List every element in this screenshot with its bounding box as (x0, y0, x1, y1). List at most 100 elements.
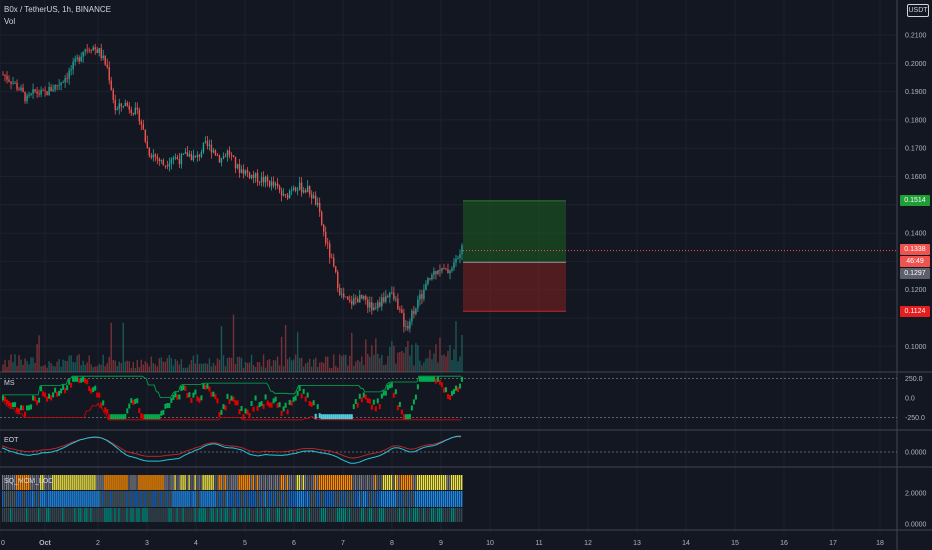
ms-momentum-mark (348, 414, 351, 420)
candle-body (375, 307, 377, 309)
sq-bottom-bar (188, 508, 190, 522)
sq-mid-bar (246, 491, 248, 507)
sq-mid-bar (256, 491, 258, 507)
candle-body (150, 155, 153, 158)
volume-bar (246, 363, 249, 372)
ms-momentum-mark (268, 402, 271, 408)
ms-momentum-mark (256, 405, 259, 411)
sq-bottom-bar (330, 508, 333, 522)
sq-top-bar (406, 475, 409, 490)
ms-momentum-mark (172, 394, 175, 400)
volume-bar (331, 367, 333, 372)
sq-bottom-bar (170, 508, 172, 522)
sq-mid-bar (370, 491, 373, 507)
candle-body (391, 292, 393, 294)
sq-top-bar (184, 475, 186, 490)
sq-top-bar (50, 475, 52, 490)
sq-bottom-bar (94, 508, 96, 522)
sq-mid-bar (326, 491, 329, 507)
sq-top-bar (424, 475, 427, 490)
candle-body (312, 195, 315, 199)
sq-bottom-bar (260, 508, 262, 522)
ms-momentum-mark (128, 403, 131, 409)
sq-top-bar (266, 475, 268, 490)
sq-bottom-bar (122, 508, 124, 522)
sq-mid-bar (126, 491, 128, 507)
ms-momentum-mark (380, 393, 383, 399)
sq-bottom-bar (408, 508, 411, 522)
sq-bottom-bar (194, 508, 196, 522)
sq-top-bar (194, 475, 196, 490)
sq-bottom-bar (96, 508, 98, 522)
ms-momentum-mark (162, 409, 165, 415)
sq-top-bar (92, 475, 94, 490)
volume-bar (6, 366, 8, 372)
ms-momentum-mark (192, 392, 195, 398)
sq-mid-bar (426, 491, 429, 507)
currency-badge[interactable]: USDT (907, 4, 929, 17)
sq-bottom-bar (242, 508, 244, 522)
sq-mid-bar (324, 491, 327, 507)
sq-mid-bar (226, 491, 228, 507)
ms-momentum-mark (436, 376, 439, 382)
sq-mid-bar (446, 491, 449, 507)
candle-body (316, 202, 319, 205)
sq-top-bar (70, 475, 72, 490)
sq-bottom-bar (156, 508, 158, 522)
sq-mid-bar (406, 491, 409, 507)
sq-bottom-bar (58, 508, 60, 522)
volume-bar (188, 364, 191, 372)
ms-momentum-mark (270, 402, 273, 408)
sq-mid-bar (408, 491, 411, 507)
sq-top-bar (204, 475, 206, 490)
candle-body (411, 310, 413, 322)
candle-body (76, 57, 78, 60)
volume-bar (68, 355, 70, 372)
ms-momentum-mark (70, 382, 73, 388)
sq-bottom-bar (76, 508, 78, 522)
candle-body (331, 257, 333, 259)
sq-top-bar (26, 475, 28, 490)
sq-bottom-bar (310, 508, 313, 522)
sq-mid-bar (14, 491, 16, 507)
sq-mid-bar (80, 491, 82, 507)
volume-bar (172, 365, 175, 372)
candle-body (178, 159, 181, 165)
sq-bottom-bar (374, 508, 377, 522)
sq-bottom-bar (18, 508, 20, 522)
volume-bar (52, 365, 54, 372)
candle-body (359, 295, 361, 303)
sq-top-bar (320, 475, 323, 490)
sq-top-bar (232, 475, 234, 490)
candle-body (423, 289, 425, 299)
sq-mid-bar (84, 491, 86, 507)
sq-mid-bar (286, 491, 289, 507)
sq-top-bar (228, 475, 230, 490)
volume-bar (76, 355, 78, 372)
sq-bottom-bar (212, 508, 214, 522)
sq-top-bar (172, 475, 174, 490)
sq-top-bar (394, 475, 397, 490)
sq-mid-bar (350, 491, 353, 507)
volume-bar (367, 353, 369, 372)
sq-mid-bar (58, 491, 60, 507)
ms-momentum-mark (290, 400, 293, 406)
volume-bar (429, 349, 431, 372)
volume-bar (160, 357, 163, 372)
volume-bar (411, 344, 413, 372)
sq-top-bar (314, 475, 317, 490)
ms-momentum-mark (42, 391, 45, 397)
sq-mid-bar (24, 491, 26, 507)
candle-body (168, 163, 171, 167)
candle-body (449, 270, 451, 274)
sq-bottom-bar (236, 508, 238, 522)
candle-body (453, 262, 455, 269)
sq-mid-bar (436, 491, 439, 507)
volume-bar (184, 367, 187, 372)
sq-bottom-bar (420, 508, 423, 522)
candle-body (156, 156, 159, 159)
sq-bottom-bar (52, 508, 54, 522)
sq-mid-bar (134, 491, 136, 507)
sq-top-bar (286, 475, 289, 490)
